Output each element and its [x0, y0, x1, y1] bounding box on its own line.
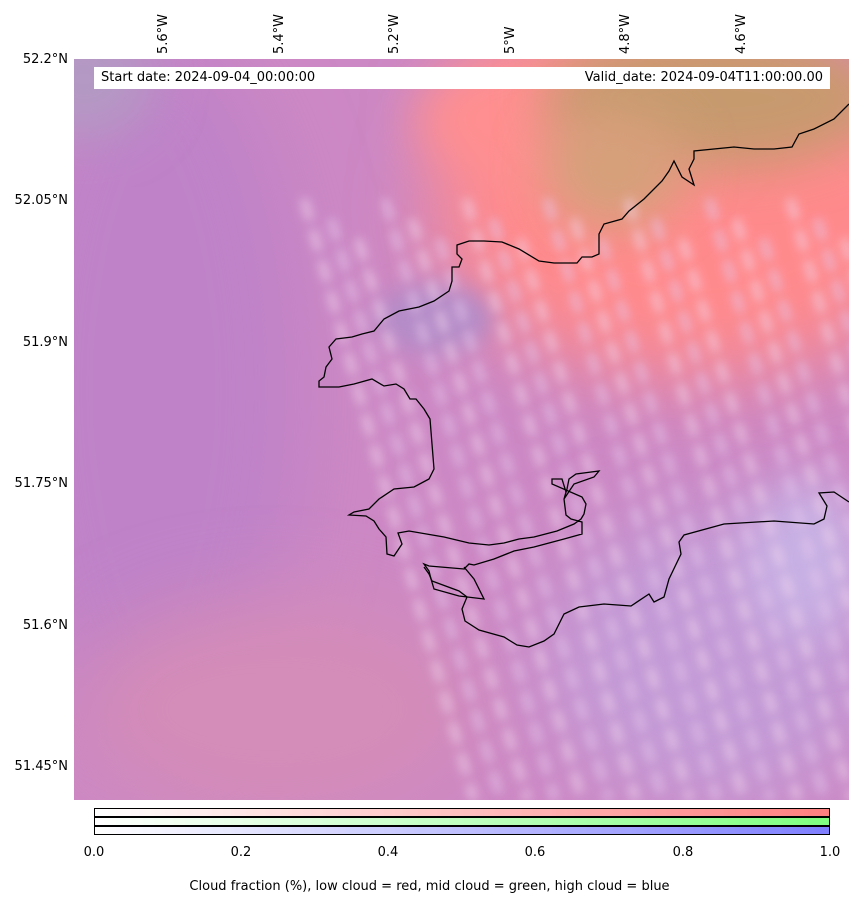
cloud-street-8	[515, 237, 695, 800]
lon-label-5.0: 5°W	[503, 26, 518, 54]
valid-date-label: Valid_date: 2024-09-04T11:00:00.00	[584, 70, 823, 85]
cloud-street-5	[434, 237, 614, 800]
coastline	[318, 103, 849, 600]
colorbar-high-cloud	[94, 826, 830, 835]
cloud-street-0	[299, 197, 479, 800]
cloud-street-16	[731, 217, 849, 622]
cloud-street-10	[569, 217, 749, 800]
colorbar-mid-cloud	[94, 817, 830, 826]
lon-label-4.8: 4.8°W	[618, 13, 633, 54]
cloud-street-11	[596, 237, 776, 800]
cloud-street-4	[407, 217, 587, 800]
cloud-street-13	[650, 217, 830, 800]
colorbar-caption: Cloud fraction (%), low cloud = red, mid…	[189, 879, 670, 894]
lat-label-52.2: 52.2°N	[22, 52, 68, 67]
cloud-street-3	[380, 197, 560, 800]
cloud-street-1	[326, 217, 506, 800]
colorbar-tick-0: 0.0	[83, 845, 105, 860]
mid-cloud-region-2	[544, 109, 684, 229]
header-box	[94, 67, 830, 89]
lat-label-52.05: 52.05°N	[14, 193, 68, 208]
high-cloud-region	[74, 59, 304, 749]
cloud-street-15	[704, 197, 849, 711]
lon-label-5.2: 5.2°W	[387, 13, 402, 54]
cloud-streets	[299, 197, 849, 800]
colorbar-tick-1: 0.2	[230, 845, 252, 860]
map-panel	[74, 59, 849, 800]
cloud-street-19	[812, 217, 849, 345]
cloud-street-17	[758, 237, 849, 539]
cloud-street-7	[488, 217, 668, 800]
lon-label-4.6: 4.6°W	[734, 13, 749, 54]
colorbar-tick-4: 0.8	[672, 845, 694, 860]
lat-label-51.9: 51.9°N	[22, 335, 68, 350]
colorbar-low-cloud	[94, 808, 830, 817]
colorbar-tick-3: 0.6	[524, 845, 546, 860]
cloud-street-18	[785, 197, 849, 425]
cloud-street-12	[623, 197, 803, 800]
lon-label-5.4: 5.4°W	[272, 13, 287, 54]
cloud-street-14	[677, 237, 849, 800]
coastline-south	[423, 491, 849, 648]
lat-label-51.45: 51.45°N	[14, 759, 68, 774]
lat-label-51.6: 51.6°N	[22, 618, 68, 633]
cloud-street-6	[461, 197, 641, 800]
start-date-label: Start date: 2024-09-04_00:00:00	[101, 70, 316, 85]
colorbar-tick-2: 0.4	[377, 845, 399, 860]
lon-label-5.6: 5.6°W	[156, 13, 171, 54]
cloud-street-2	[353, 237, 533, 800]
cloud-street-9	[542, 197, 722, 800]
colorbar-tick-5: 1.0	[819, 845, 841, 860]
low-cloud-region-south	[74, 599, 474, 800]
cloud-fraction-map	[74, 59, 849, 800]
lat-label-51.75: 51.75°N	[14, 476, 68, 491]
